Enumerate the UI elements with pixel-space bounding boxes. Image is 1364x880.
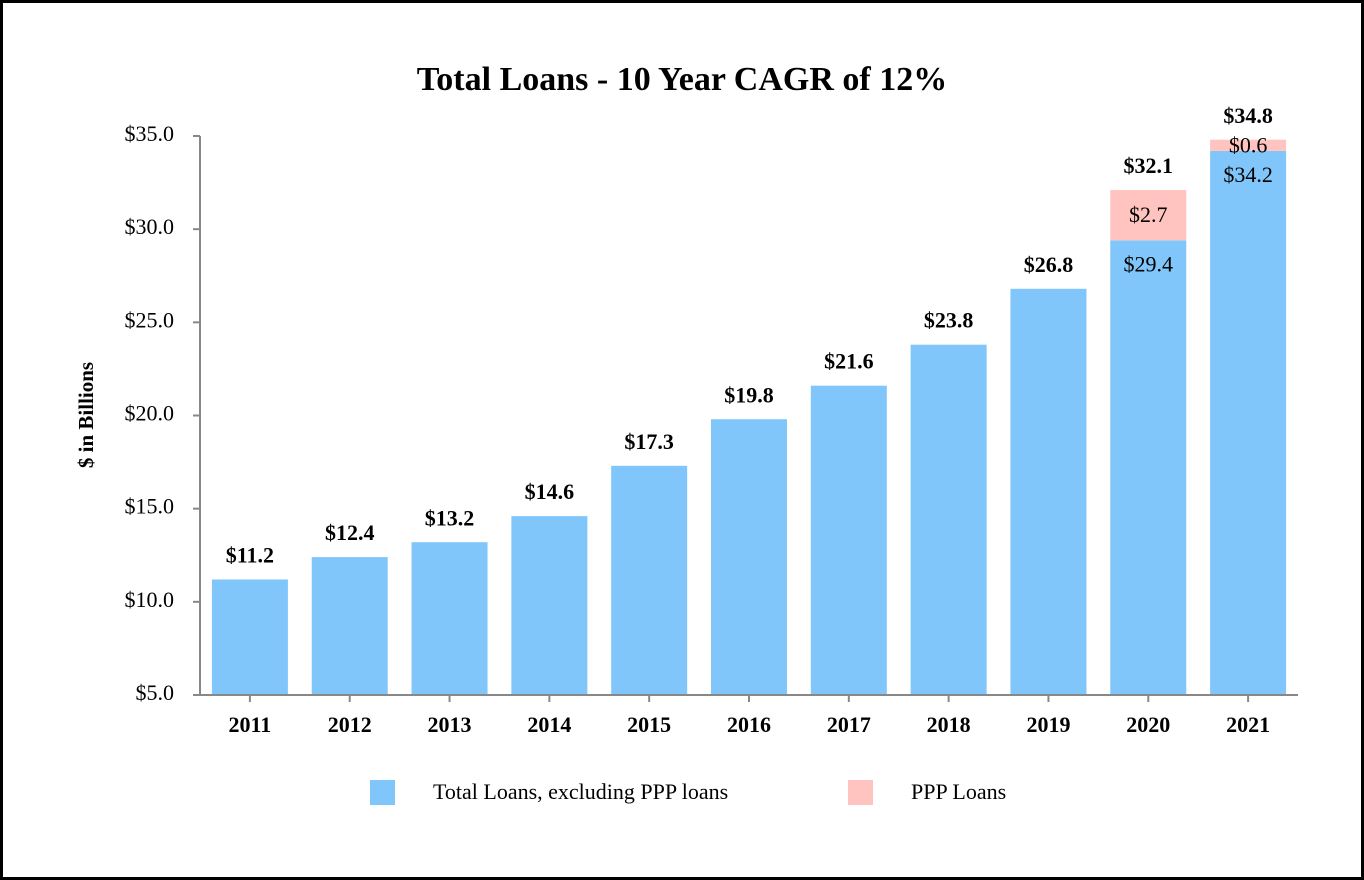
legend-swatch [370,780,395,805]
x-tick-label: 2016 [727,712,771,737]
x-tick-label: 2014 [527,712,571,737]
chart-title: Total Loans - 10 Year CAGR of 12% [417,61,948,98]
x-tick-label: 2020 [1126,712,1170,737]
y-tick-label: $20.0 [125,401,175,426]
bar-segment [810,385,887,695]
total-label: $12.4 [325,520,375,545]
segment-label: $2.7 [1129,202,1168,227]
bar-segment [511,516,588,695]
y-axis-label: $ in Billions [74,362,98,468]
y-tick-label: $10.0 [125,587,175,612]
bar-segment [411,542,488,695]
x-tick-label: 2017 [827,712,871,737]
legend-swatch [848,780,873,805]
y-tick-label: $5.0 [136,680,175,705]
bar-segment [1010,288,1087,695]
bar-segment [1210,150,1287,695]
segment-label: $0.6 [1229,132,1268,157]
total-label: $13.2 [425,505,475,530]
x-tick-label: 2011 [229,712,272,737]
x-tick-label: 2019 [1026,712,1070,737]
x-tick-label: 2015 [627,712,671,737]
total-label: $32.1 [1124,153,1174,178]
total-label: $11.2 [226,543,274,568]
total-label: $14.6 [525,479,575,504]
y-tick-label: $25.0 [125,307,175,332]
total-label: $26.8 [1024,252,1074,277]
legend-label: PPP Loans [911,779,1006,804]
segment-label: $34.2 [1223,162,1273,187]
bar-segment [910,344,987,695]
total-label: $23.8 [924,308,974,333]
segment-label: $29.4 [1124,251,1174,276]
bar-segment [311,557,388,695]
legend-label: Total Loans, excluding PPP loans [433,779,728,804]
x-tick-label: 2021 [1226,712,1270,737]
total-label: $34.8 [1223,103,1273,128]
bar-segment [1210,139,1287,151]
x-tick-label: 2013 [428,712,472,737]
bar-segment [611,465,688,695]
total-label: $19.8 [724,382,774,407]
total-label: $17.3 [624,429,674,454]
total-label: $21.6 [824,349,874,374]
x-tick-label: 2012 [328,712,372,737]
bar-segment [711,419,787,695]
x-tick-label: 2018 [927,712,971,737]
bar-segment [1110,240,1187,695]
y-tick-label: $15.0 [125,494,175,519]
bar-segment [211,579,288,695]
bar-segment [1110,190,1187,241]
y-tick-label: $35.0 [125,121,175,146]
y-tick-label: $30.0 [125,214,175,239]
